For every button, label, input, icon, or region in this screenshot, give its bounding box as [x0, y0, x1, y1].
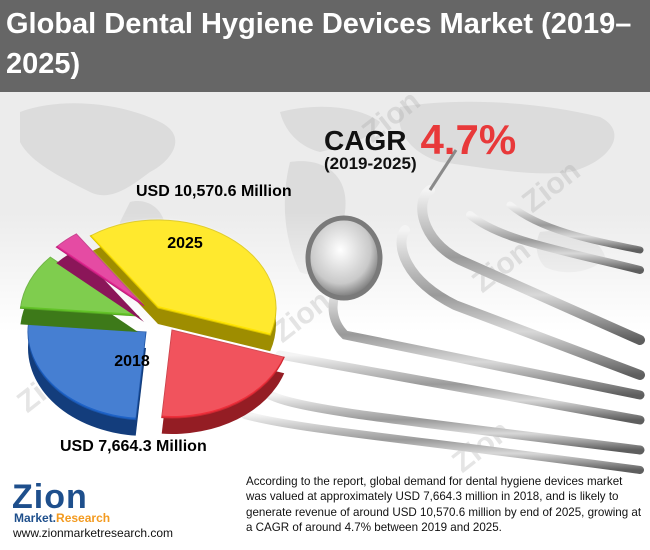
zion-logo: Zion Market.Research www.zionmarketresea… [10, 478, 210, 542]
logo-subtitle: Market.Research [14, 511, 110, 525]
pie-slice [55, 231, 145, 322]
pie-slice-highlight [20, 255, 138, 314]
pie-slice-top [161, 329, 285, 419]
title-banner: Global Dental Hygiene Devices Market (20… [0, 0, 650, 92]
logo-wordmark: Zion [12, 478, 88, 516]
pie-slice-highlight [90, 218, 276, 334]
pie-slice-top [19, 256, 140, 317]
pie-slice-top [27, 323, 147, 421]
pie-slice-highlight [161, 328, 285, 416]
pie-slice-top [55, 233, 145, 307]
logo-sub-left: Market. [14, 511, 57, 525]
label-2018-value: USD 7,664.3 Million [60, 438, 207, 455]
website-url: www.zionmarketresearch.com [13, 526, 174, 540]
cagr-period: (2019-2025) [324, 154, 417, 173]
cagr-value: 4.7% [420, 116, 517, 163]
pie-slice-top [89, 219, 277, 336]
pie-slice-highlight [28, 322, 146, 418]
label-2025-value: USD 10,570.6 Million [136, 183, 292, 200]
logo-sub-right: Research [56, 511, 111, 525]
pie-slice-side [56, 249, 144, 322]
page-title: Global Dental Hygiene Devices Market (20… [6, 8, 632, 80]
pie-slice [27, 322, 147, 436]
report-description: According to the report, global demand f… [246, 475, 642, 535]
pie-slice [89, 218, 277, 352]
cagr-callout: CAGR 4.7% [324, 112, 517, 163]
pie-slice [161, 328, 285, 434]
pie-year-label: 2025 [167, 235, 203, 252]
pie-year-label: 2018 [114, 353, 150, 370]
pie-slice [19, 255, 140, 332]
pie-slice-highlight [56, 231, 144, 304]
cagr-label: CAGR [324, 125, 407, 156]
